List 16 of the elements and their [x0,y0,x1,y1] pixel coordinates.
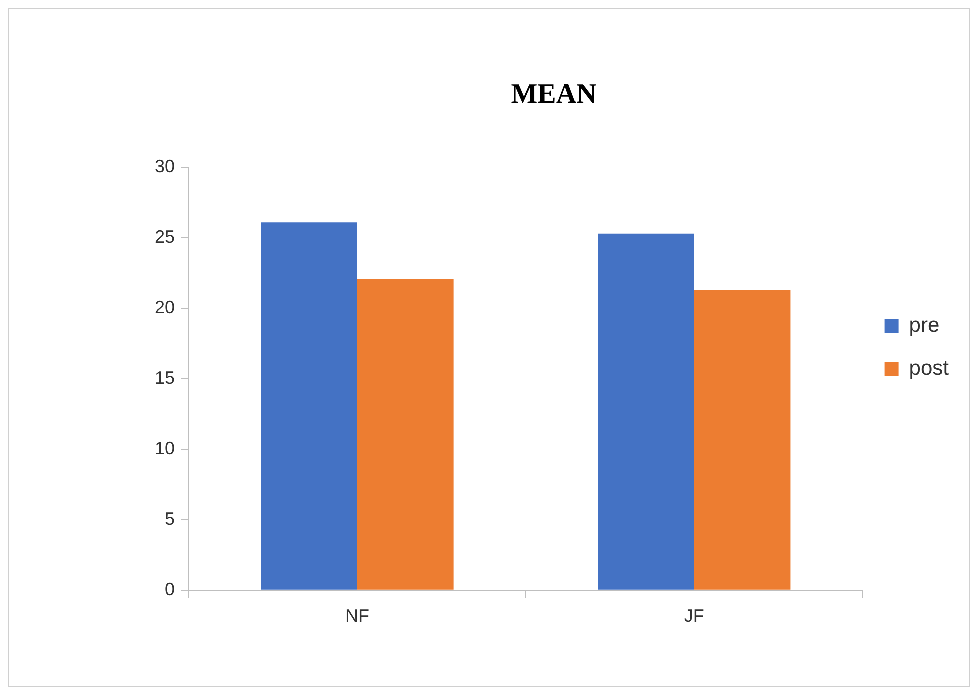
y-tick-label: 25 [154,227,176,248]
x-tick-label: NF [345,606,370,626]
y-tick-label: 15 [154,368,176,388]
y-tick-label: 30 [154,156,176,177]
bar [261,222,358,590]
y-tick-label: 0 [165,579,176,600]
x-tick-label: JF [684,606,704,626]
legend-label: post [909,356,950,380]
bar [694,290,791,590]
bar [357,278,454,590]
bar [598,234,694,590]
y-tick-label: 20 [154,298,176,318]
y-tick-label: 5 [165,508,176,529]
legend-label: pre [909,314,940,337]
y-tick-label: 10 [154,438,176,458]
chart-title: MEAN [511,79,597,110]
